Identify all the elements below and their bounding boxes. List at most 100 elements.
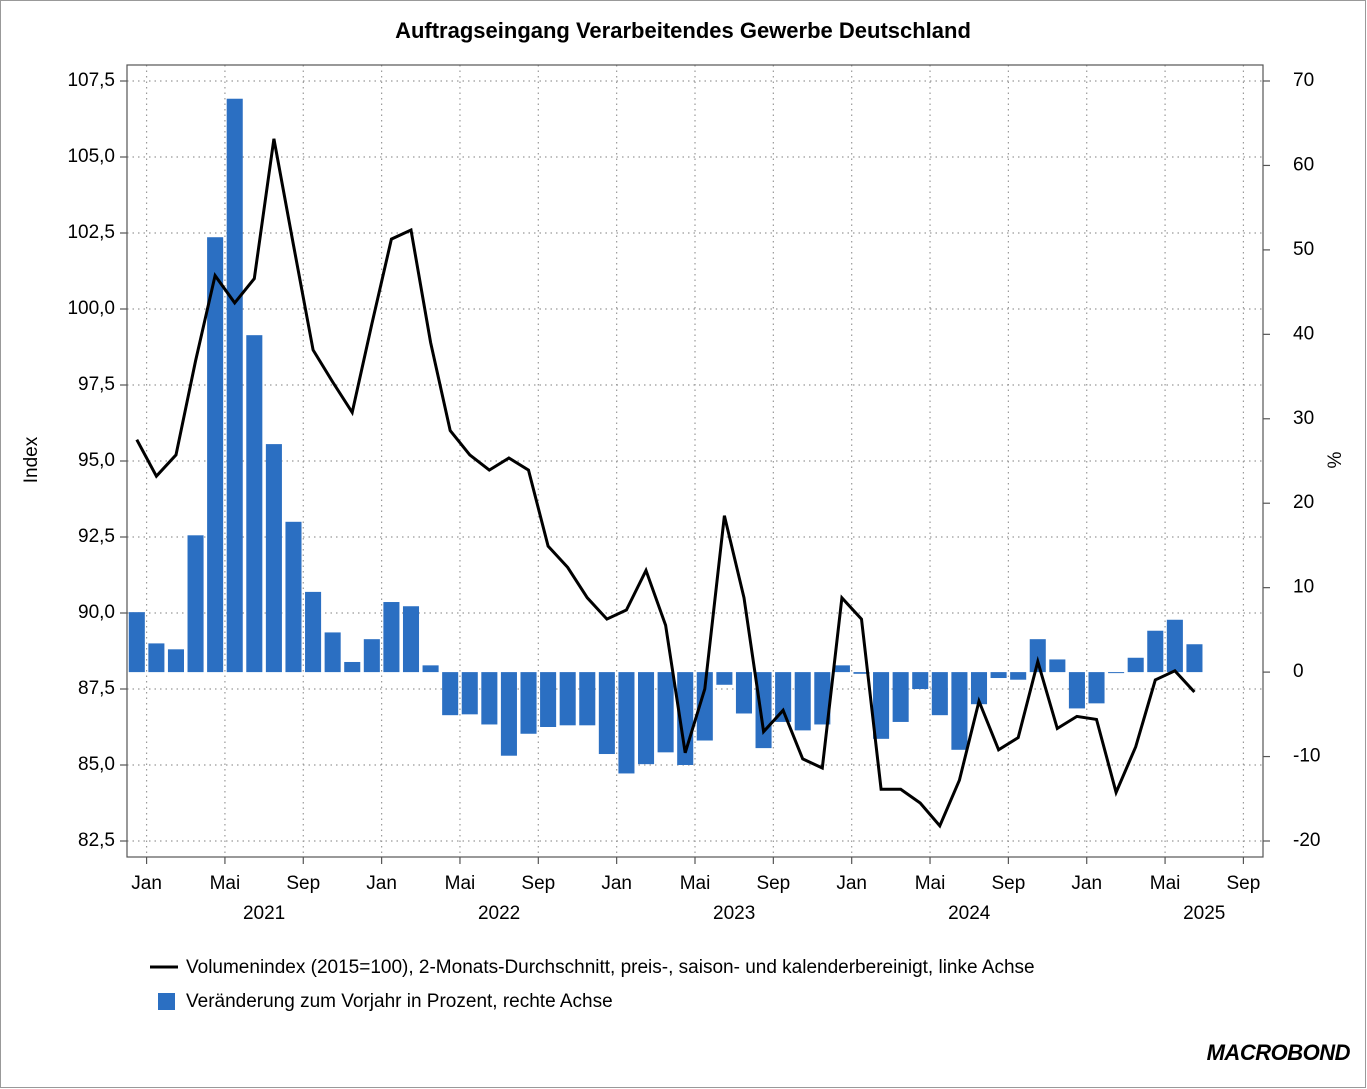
bar (128, 612, 145, 673)
y2-tick-label: 10 (1293, 577, 1314, 598)
bar (990, 672, 1007, 679)
bar (970, 672, 988, 705)
legend-bar-swatch (158, 993, 175, 1010)
y2-tick-label: 70 (1293, 70, 1314, 91)
y2-tick-label: 30 (1293, 408, 1314, 429)
x-group-label: 2021 (243, 903, 285, 924)
y-tick-label: 90,0 (78, 602, 115, 623)
bar (402, 606, 420, 673)
x-tick-label: Mai (445, 873, 476, 894)
bar (1147, 630, 1164, 673)
bar (540, 672, 557, 727)
x-tick-label: Mai (210, 873, 241, 894)
x-tick-label: Mai (680, 873, 711, 894)
x-tick-label: Jan (131, 873, 162, 894)
line (135, 138, 1196, 829)
x-tick-label: Mai (915, 873, 946, 894)
bar (638, 672, 655, 765)
bar (148, 643, 165, 673)
bar (657, 672, 674, 753)
bar (579, 672, 596, 726)
bar (285, 521, 302, 673)
bar (1088, 672, 1105, 704)
y-tick-label: 82,5 (78, 830, 115, 851)
bar (931, 672, 948, 716)
bar (696, 672, 713, 741)
y-tick-label: 95,0 (78, 450, 115, 471)
x-group-label: 2022 (478, 903, 520, 924)
bar (951, 672, 968, 750)
bar (735, 672, 752, 714)
logo: MACROBOND (1207, 1040, 1351, 1065)
bar (853, 672, 870, 674)
bar (892, 672, 909, 722)
bar (383, 602, 400, 673)
bar (618, 672, 635, 774)
x-tick-label: Sep (521, 873, 555, 894)
plot-frame (126, 64, 1264, 858)
legend-label: Volumenindex (2015=100), 2-Monats-Durchs… (186, 957, 1035, 978)
bar (775, 672, 792, 722)
bar (500, 672, 517, 756)
chart-title: Auftragseingang Verarbeitendes Gewerbe D… (395, 18, 971, 43)
bar (187, 535, 204, 673)
bar (1108, 672, 1125, 674)
bar (422, 665, 439, 673)
bar (461, 672, 478, 715)
bar (226, 98, 243, 673)
bar (833, 665, 850, 673)
bar (363, 639, 380, 673)
bar (1166, 619, 1183, 673)
x-tick-label: Sep (1227, 873, 1261, 894)
bar (520, 672, 537, 734)
y2-tick-label: 20 (1293, 492, 1314, 513)
bar (598, 672, 615, 755)
bar (794, 672, 811, 731)
y2-tick-label: 0 (1293, 661, 1304, 682)
y2-tick-label: 50 (1293, 239, 1314, 260)
x-tick-label: Jan (836, 873, 867, 894)
bar (207, 237, 224, 673)
x-group-label: 2023 (713, 903, 755, 924)
bar (246, 335, 263, 673)
y-axis-label: Index (21, 436, 42, 483)
y-tick-label: 102,5 (67, 222, 115, 243)
y2-axis-label: % (1325, 451, 1346, 468)
x-tick-label: Jan (366, 873, 397, 894)
bar (1029, 639, 1046, 673)
x-tick-label: Sep (756, 873, 790, 894)
bar (1127, 657, 1144, 673)
y-tick-label: 105,0 (67, 146, 115, 167)
bar (912, 672, 929, 689)
y2-tick-label: -10 (1293, 746, 1320, 767)
x-tick-label: Sep (991, 873, 1025, 894)
bar (1010, 672, 1027, 680)
bar (814, 672, 831, 725)
y-tick-label: 85,0 (78, 754, 115, 775)
x-group-label: 2025 (1183, 903, 1225, 924)
y-tick-label: 87,5 (78, 678, 115, 699)
bar (1068, 672, 1085, 709)
y2-tick-label: 40 (1293, 323, 1314, 344)
y-tick-label: 100,0 (67, 298, 115, 319)
bar (167, 649, 184, 673)
bar (305, 591, 322, 673)
bar (344, 661, 361, 673)
y-tick-label: 97,5 (78, 374, 115, 395)
y-tick-label: 107,5 (67, 70, 115, 91)
bar (481, 672, 498, 725)
bar (442, 672, 459, 716)
x-tick-label: Jan (1071, 873, 1102, 894)
bar (1186, 644, 1203, 673)
bar (265, 444, 282, 673)
y2-tick-label: 60 (1293, 154, 1314, 175)
x-tick-label: Jan (601, 873, 632, 894)
x-tick-label: Mai (1150, 873, 1181, 894)
bar (324, 632, 341, 673)
bar (873, 672, 890, 739)
y2-tick-label: -20 (1293, 830, 1320, 851)
bar (1049, 659, 1066, 673)
legend-label: Veränderung zum Vorjahr in Prozent, rech… (186, 991, 613, 1012)
